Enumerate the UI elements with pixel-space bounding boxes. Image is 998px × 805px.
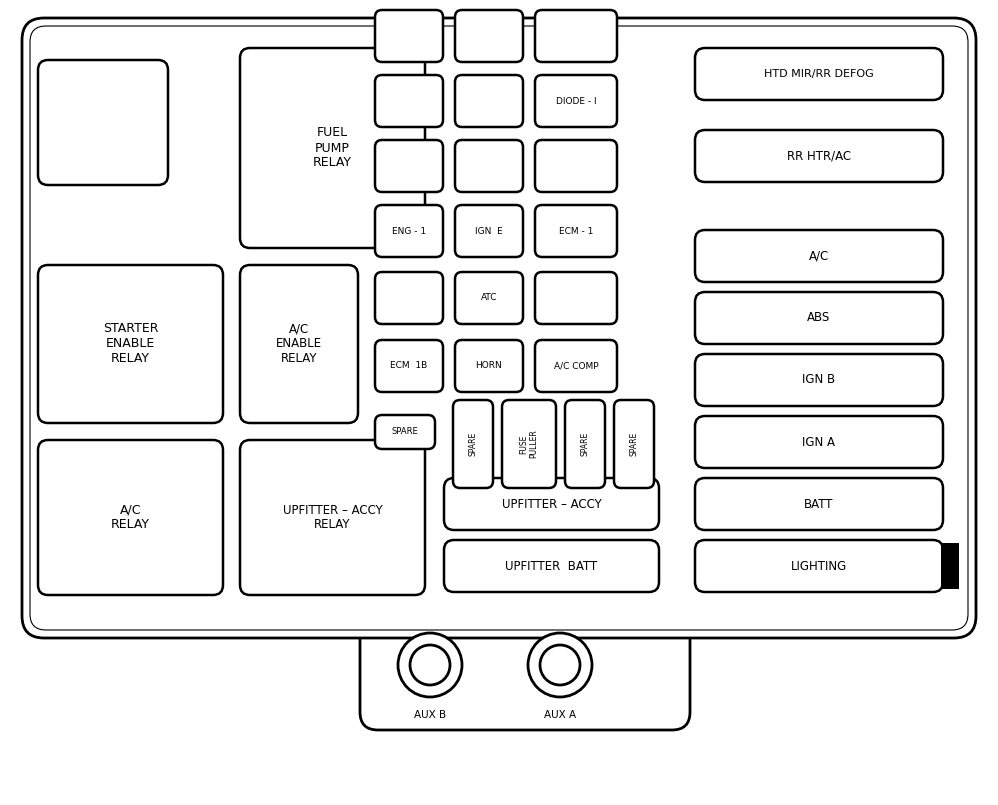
Text: SPARE: SPARE xyxy=(391,427,418,436)
FancyBboxPatch shape xyxy=(375,340,443,392)
FancyBboxPatch shape xyxy=(455,75,523,127)
Text: IGN B: IGN B xyxy=(802,374,835,386)
Text: DIODE - I: DIODE - I xyxy=(556,97,597,105)
Text: LIGHTING: LIGHTING xyxy=(790,559,847,572)
FancyBboxPatch shape xyxy=(455,10,523,62)
FancyBboxPatch shape xyxy=(375,140,443,192)
Circle shape xyxy=(410,645,450,685)
Circle shape xyxy=(540,645,580,685)
Text: RR HTR/AC: RR HTR/AC xyxy=(787,150,851,163)
Text: A/C: A/C xyxy=(808,250,829,262)
FancyBboxPatch shape xyxy=(695,354,943,406)
FancyBboxPatch shape xyxy=(360,620,690,730)
Text: SPARE: SPARE xyxy=(581,431,590,456)
Text: ENG - 1: ENG - 1 xyxy=(392,226,426,236)
FancyBboxPatch shape xyxy=(444,478,659,530)
FancyBboxPatch shape xyxy=(695,478,943,530)
Text: SPARE: SPARE xyxy=(468,431,477,456)
FancyBboxPatch shape xyxy=(444,540,659,592)
FancyBboxPatch shape xyxy=(614,400,654,488)
Circle shape xyxy=(398,633,462,697)
Text: AUX A: AUX A xyxy=(544,710,576,720)
FancyBboxPatch shape xyxy=(22,18,976,638)
FancyBboxPatch shape xyxy=(455,205,523,257)
Text: FUSE
PULLER: FUSE PULLER xyxy=(519,430,539,458)
Text: ECM  1B: ECM 1B xyxy=(390,361,427,370)
Text: HTD MIR/RR DEFOG: HTD MIR/RR DEFOG xyxy=(764,69,874,79)
FancyBboxPatch shape xyxy=(535,10,617,62)
FancyBboxPatch shape xyxy=(941,543,959,589)
Circle shape xyxy=(528,633,592,697)
FancyBboxPatch shape xyxy=(455,272,523,324)
Text: ABS: ABS xyxy=(807,312,830,324)
FancyBboxPatch shape xyxy=(535,140,617,192)
FancyBboxPatch shape xyxy=(453,400,493,488)
FancyBboxPatch shape xyxy=(375,272,443,324)
FancyBboxPatch shape xyxy=(375,75,443,127)
FancyBboxPatch shape xyxy=(38,265,223,423)
Text: BATT: BATT xyxy=(804,497,833,510)
Text: IGN A: IGN A xyxy=(802,436,835,448)
FancyBboxPatch shape xyxy=(38,440,223,595)
Text: UPFITTER  BATT: UPFITTER BATT xyxy=(505,559,598,572)
FancyBboxPatch shape xyxy=(455,340,523,392)
FancyBboxPatch shape xyxy=(535,340,617,392)
FancyBboxPatch shape xyxy=(240,48,425,248)
FancyBboxPatch shape xyxy=(240,265,358,423)
FancyBboxPatch shape xyxy=(535,205,617,257)
Text: HORN: HORN xyxy=(476,361,502,370)
FancyBboxPatch shape xyxy=(565,400,605,488)
Text: A/C COMP: A/C COMP xyxy=(554,361,599,370)
Text: A/C
RELAY: A/C RELAY xyxy=(111,503,150,531)
FancyBboxPatch shape xyxy=(535,272,617,324)
FancyBboxPatch shape xyxy=(375,415,435,449)
FancyBboxPatch shape xyxy=(695,540,943,592)
FancyBboxPatch shape xyxy=(535,75,617,127)
Text: FUEL
PUMP
RELAY: FUEL PUMP RELAY xyxy=(313,126,352,170)
FancyBboxPatch shape xyxy=(240,440,425,595)
FancyBboxPatch shape xyxy=(695,130,943,182)
Text: ECM - 1: ECM - 1 xyxy=(559,226,593,236)
Text: UPFITTER – ACCY: UPFITTER – ACCY xyxy=(502,497,602,510)
FancyBboxPatch shape xyxy=(455,140,523,192)
FancyBboxPatch shape xyxy=(375,205,443,257)
Text: IGN  E: IGN E xyxy=(475,226,503,236)
FancyBboxPatch shape xyxy=(502,400,556,488)
Text: SPARE: SPARE xyxy=(630,431,639,456)
Text: UPFITTER – ACCY
RELAY: UPFITTER – ACCY RELAY xyxy=(282,503,382,531)
Text: STARTER
ENABLE
RELAY: STARTER ENABLE RELAY xyxy=(103,323,159,365)
FancyBboxPatch shape xyxy=(38,60,168,185)
FancyBboxPatch shape xyxy=(375,10,443,62)
FancyBboxPatch shape xyxy=(695,48,943,100)
FancyBboxPatch shape xyxy=(695,230,943,282)
Text: AUX B: AUX B xyxy=(414,710,446,720)
FancyBboxPatch shape xyxy=(695,416,943,468)
Text: A/C
ENABLE
RELAY: A/C ENABLE RELAY xyxy=(275,323,322,365)
FancyBboxPatch shape xyxy=(695,292,943,344)
Text: ATC: ATC xyxy=(481,294,497,303)
